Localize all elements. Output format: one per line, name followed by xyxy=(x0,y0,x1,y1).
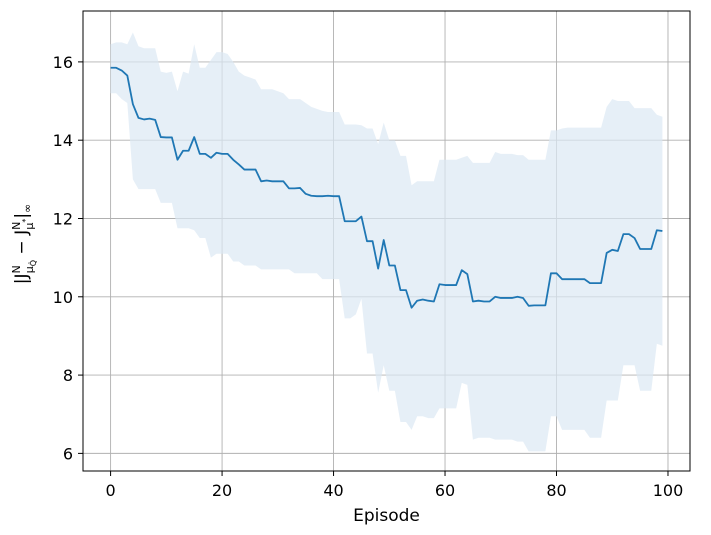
y-tick-label-16: 16 xyxy=(53,53,73,72)
y-label-close-sub: ∞ xyxy=(21,204,34,213)
y-label-sup2: N xyxy=(10,222,23,230)
x-tick-label-60: 60 xyxy=(435,481,455,500)
y-tick-label-6: 6 xyxy=(63,444,73,463)
y-label-open: |J xyxy=(12,274,32,285)
x-tick-label-100: 100 xyxy=(653,481,684,500)
y-axis-label: |JNμQ̂ − JNμ*|∞ xyxy=(10,204,38,285)
y-label-sub2: μ xyxy=(23,223,36,230)
y-tick-label-12: 12 xyxy=(53,209,73,228)
y-label-mid: − J xyxy=(12,230,32,260)
x-axis-label: Episode xyxy=(353,506,420,526)
x-tick-label-40: 40 xyxy=(323,481,343,500)
y-tick-label-8: 8 xyxy=(63,366,73,385)
x-tick-label-0: 0 xyxy=(105,481,115,500)
series-line xyxy=(110,66,663,309)
y-label-subsub1: Q̂ xyxy=(28,260,38,266)
x-tick-label-20: 20 xyxy=(212,481,232,500)
variance-band xyxy=(110,32,663,452)
y-tick-label-10: 10 xyxy=(53,288,73,307)
axis-ticks: 0 20 40 60 80 100 6 8 10 12 14 16 xyxy=(53,53,684,500)
y-label-close: | xyxy=(12,213,32,219)
y-tick-label-14: 14 xyxy=(53,131,73,150)
x-tick-label-80: 80 xyxy=(546,481,566,500)
y-label-sup1: N xyxy=(10,265,23,273)
plot-frame xyxy=(82,10,691,472)
y-label-sub1: μ xyxy=(23,266,36,273)
y-label-subsup2: * xyxy=(21,219,30,223)
